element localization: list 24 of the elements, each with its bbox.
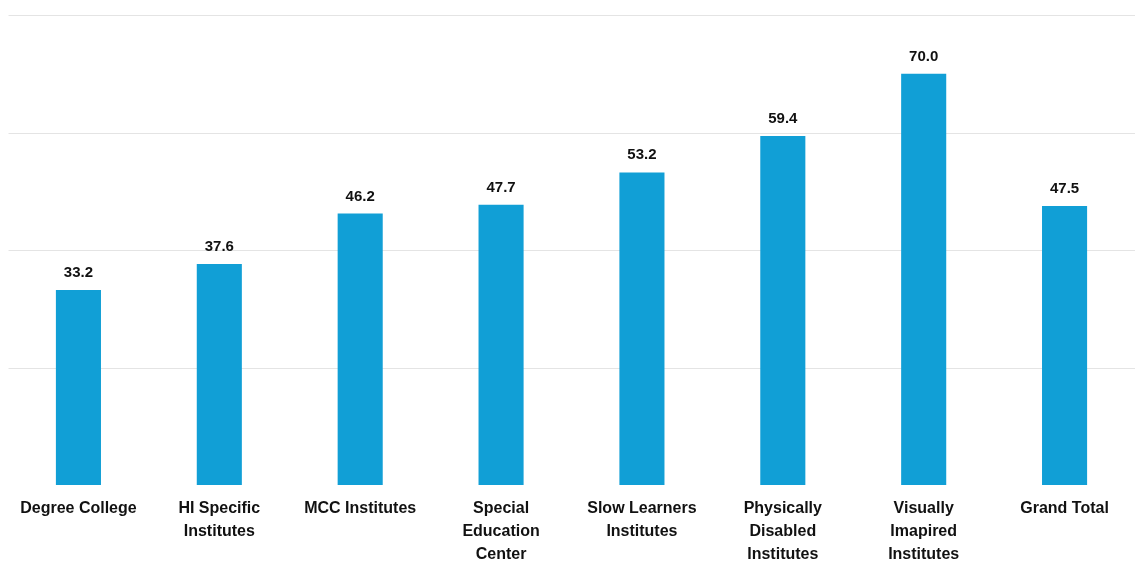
data-label: 37.6 <box>204 237 234 255</box>
x-tick-label: Visually Imapired Institutes <box>888 498 960 562</box>
x-tick-label: Degree College <box>20 498 137 516</box>
data-label: 33.2 <box>63 262 94 280</box>
bar <box>901 73 947 485</box>
data-label: 70.0 <box>909 46 939 64</box>
bar <box>55 289 101 485</box>
bar <box>478 204 524 485</box>
bar <box>619 172 665 485</box>
bar <box>196 264 242 485</box>
data-label: 47.5 <box>1049 178 1080 196</box>
x-tick-label: MCC Institutes <box>304 498 417 516</box>
x-tick-label: Slow Learners Institutes <box>587 498 697 539</box>
x-tick-label: Physically Disabled Institutes <box>743 498 823 562</box>
data-label: 59.4 <box>768 109 799 127</box>
x-tick-label: HI Specific Institutes <box>178 498 261 539</box>
bar <box>760 136 806 485</box>
data-label: 53.2 <box>627 145 657 163</box>
data-label: 46.2 <box>345 186 375 204</box>
bar <box>1042 205 1088 485</box>
data-label: 47.7 <box>486 177 516 195</box>
x-tick-label: Special Education Center <box>462 498 540 562</box>
x-tick-label: Grand Total <box>1020 498 1109 516</box>
bar <box>337 213 383 485</box>
